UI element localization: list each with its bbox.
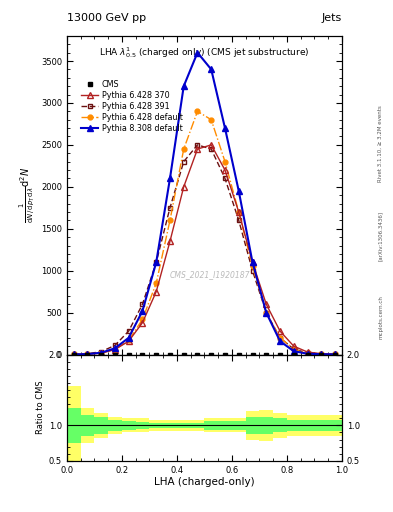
Text: Jets: Jets [321,13,342,23]
Text: 13000 GeV pp: 13000 GeV pp [67,13,146,23]
Legend: CMS, Pythia 6.428 370, Pythia 6.428 391, Pythia 6.428 default, Pythia 8.308 defa: CMS, Pythia 6.428 370, Pythia 6.428 391,… [79,78,184,134]
Text: LHA $\lambda^{1}_{0.5}$ (charged only) (CMS jet substructure): LHA $\lambda^{1}_{0.5}$ (charged only) (… [99,46,310,60]
Text: [arXiv:1306.3436]: [arXiv:1306.3436] [378,210,383,261]
Text: mcplots.cern.ch: mcplots.cern.ch [378,295,383,339]
Y-axis label: Ratio to CMS: Ratio to CMS [36,381,45,435]
X-axis label: LHA (charged-only): LHA (charged-only) [154,477,255,487]
Y-axis label: $\frac{1}{\mathrm{d}N\,/\,\mathrm{d}p_T\,\mathrm{d}\lambda}\mathrm{d}^2N$: $\frac{1}{\mathrm{d}N\,/\,\mathrm{d}p_T\… [17,167,37,223]
Text: Rivet 3.1.10, ≥ 3.2M events: Rivet 3.1.10, ≥ 3.2M events [378,105,383,182]
Text: CMS_2021_I1920187: CMS_2021_I1920187 [170,270,250,280]
